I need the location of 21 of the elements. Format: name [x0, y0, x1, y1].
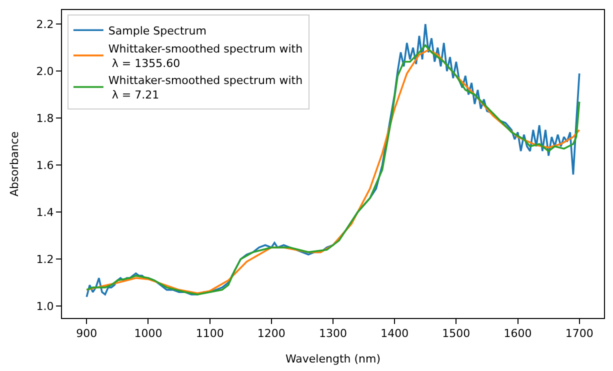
x-tick-label: 900	[76, 327, 98, 340]
y-tick-label: 1.4	[36, 206, 54, 220]
legend-label: Sample Spectrum	[108, 24, 206, 38]
y-axis-title: Absorbance	[8, 131, 21, 197]
x-tick-label: 1200	[257, 327, 286, 340]
x-tick-label: 1700	[565, 327, 594, 340]
x-tick-label: 1300	[319, 327, 347, 340]
y-tick-label: 2.0	[36, 64, 54, 78]
x-axis-title: Wavelength (nm)	[285, 352, 381, 366]
y-tick-label: 1.6	[36, 159, 54, 172]
y-tick-label: 1.2	[36, 253, 54, 266]
x-tick-label: 1600	[504, 327, 532, 340]
x-tick-label: 1400	[380, 327, 409, 340]
x-tick-label: 1100	[196, 327, 224, 340]
y-tick-label: 1.8	[36, 112, 54, 125]
x-tick-label: 1000	[134, 327, 162, 340]
y-tick-label: 2.2	[36, 18, 54, 31]
y-tick-label: 1.0	[36, 300, 54, 314]
legend-label: Whittaker-smoothed spectrum with λ = 7.21	[108, 74, 303, 102]
legend-label: Whittaker-smoothed spectrum with λ = 1355.60	[108, 42, 303, 70]
x-tick-label: 1500	[442, 327, 470, 340]
